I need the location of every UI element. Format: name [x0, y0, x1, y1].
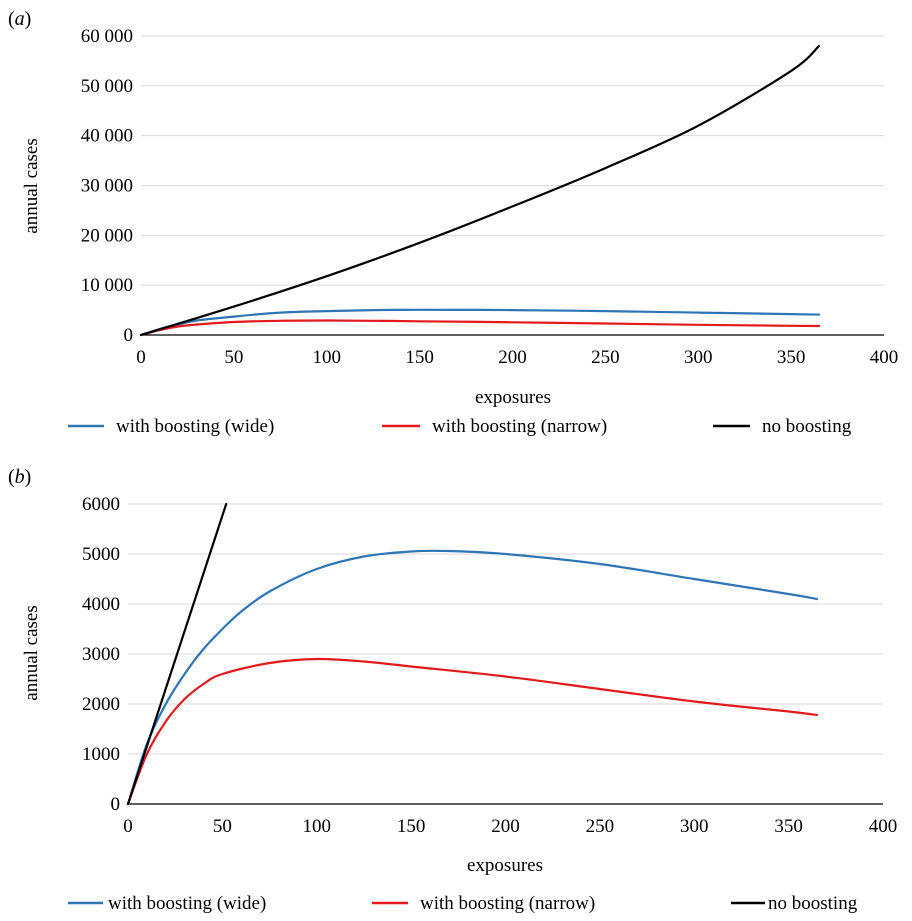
legend-label: no boosting — [762, 416, 852, 437]
x-tick-label: 150 — [405, 347, 434, 368]
x-tick-label: 400 — [870, 347, 899, 368]
y-tick-label: 40 000 — [81, 126, 133, 147]
x-tick-label: 0 — [136, 347, 146, 368]
x-tick-label: 250 — [591, 347, 620, 368]
x-tick-label: 200 — [491, 816, 520, 837]
y-tick-label: 20 000 — [81, 225, 133, 246]
y-tick-label: 5000 — [82, 544, 120, 565]
series-narrow-line — [139, 319, 821, 337]
x-tick-label: 350 — [777, 347, 806, 368]
y-tick-label: 60 000 — [81, 26, 133, 47]
x-axis-title: exposures — [467, 855, 543, 876]
y-tick-label: 0 — [124, 325, 134, 346]
x-tick-label: 200 — [498, 347, 527, 368]
panel-a: (a) 0 10 000 20 000 30 000 40 000 50 000 60 000… — [8, 8, 898, 437]
y-tick-label: 30 000 — [81, 176, 133, 197]
y-tick-label: 2000 — [82, 694, 120, 715]
y-axis-title: annual cases — [21, 605, 42, 700]
panel-label: (a) — [8, 8, 31, 30]
x-tick-label: 300 — [684, 347, 713, 368]
x-tick-label: 100 — [303, 816, 332, 837]
x-axis-title: exposures — [475, 387, 551, 408]
y-axis-title: annual cases — [21, 138, 42, 233]
x-tick-label: 100 — [313, 347, 342, 368]
y-tick-label: 10 000 — [81, 275, 133, 296]
y-tick-label: 3000 — [82, 644, 120, 665]
x-tick-label: 50 — [213, 816, 232, 837]
legend-label: with boosting (wide) — [116, 416, 274, 437]
x-tick-label: 350 — [774, 816, 803, 837]
x-tick-label: 300 — [680, 816, 709, 837]
series-none-line — [139, 44, 821, 337]
legend-label: no boosting — [768, 893, 858, 914]
y-tick-label: 6000 — [82, 494, 120, 515]
legend-label: with boosting (narrow) — [432, 416, 607, 437]
series-none-line — [126, 502, 228, 806]
panel-label: (b) — [8, 466, 31, 488]
x-tick-label: 150 — [397, 816, 426, 837]
y-tick-label: 50 000 — [81, 76, 133, 97]
x-tick-label: 0 — [123, 816, 133, 837]
x-tick-label: 250 — [586, 816, 615, 837]
y-tick-label: 1000 — [82, 744, 120, 765]
series-wide-line — [126, 549, 818, 806]
x-tick-label: 400 — [869, 816, 898, 837]
x-tick-label: 50 — [224, 347, 243, 368]
series-narrow-line — [126, 657, 818, 806]
legend: with boosting (wide) with boosting (narro… — [68, 416, 852, 437]
y-tick-label: 4000 — [82, 594, 120, 615]
panel-b: (b) 0 1000 2000 3000 4000 5000 6000 0 50 100 150 200… — [8, 466, 897, 914]
y-tick-label: 0 — [111, 794, 121, 815]
legend-label: with boosting (narrow) — [420, 893, 595, 914]
legend-label: with boosting (wide) — [108, 893, 266, 914]
legend: with boosting (wide) with boosting (narro… — [68, 893, 858, 914]
